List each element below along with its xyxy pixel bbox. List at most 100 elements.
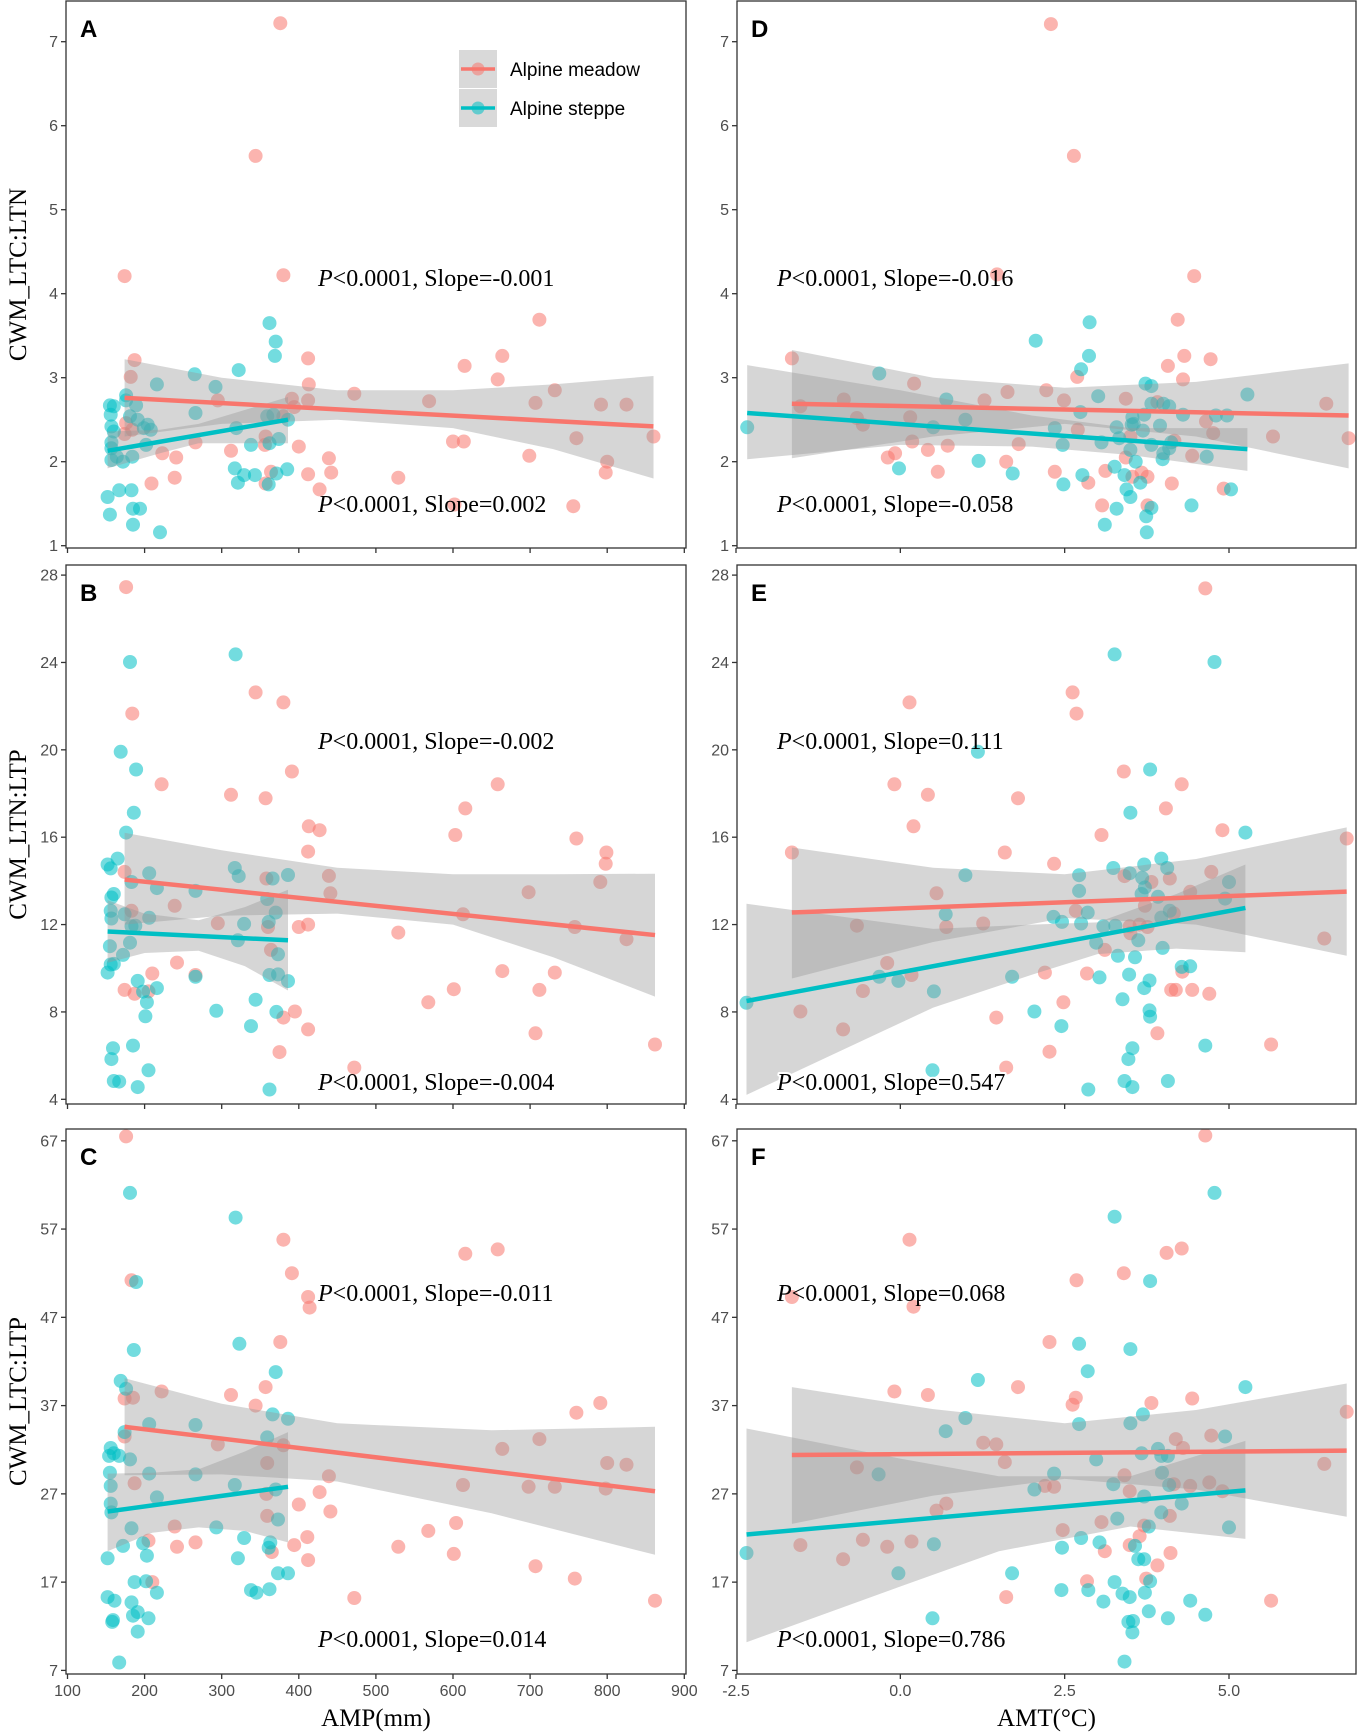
panel-border [736,1128,1357,1675]
data-point [1135,1407,1150,1422]
stats-annotation-steppe: P<0.0001, Slope=0.002 [317,492,546,518]
data-point [276,1232,291,1247]
plot-background [737,1129,1356,1674]
data-point [1137,898,1152,913]
data-point [127,1476,142,1491]
data-point [1117,1468,1132,1483]
legend-dot-steppe [471,101,485,115]
data-point [1125,1080,1140,1095]
data-point [244,1019,258,1034]
points-meadow [117,580,662,1075]
data-point [1095,498,1110,513]
data-point [598,856,613,871]
data-point [1155,1465,1169,1480]
x-tick-label: 500 [363,1683,390,1700]
data-point [231,363,246,378]
data-point [1137,1552,1152,1567]
data-point [1339,831,1354,846]
data-point [872,366,887,381]
data-point [1089,935,1104,950]
data-point [1042,1335,1057,1349]
data-point [1106,861,1121,875]
data-point [1094,828,1109,842]
data-point [268,334,283,349]
data-point [989,1437,1004,1452]
data-point [855,984,870,998]
data-point [1122,1590,1137,1605]
data-point [224,443,238,458]
y-tick-label: 4 [49,1092,58,1109]
data-point [117,269,132,284]
regression-line-meadow [791,401,1349,418]
data-point [1072,883,1087,898]
confidence-band-meadow [124,832,656,997]
data-point [593,1396,608,1410]
data-point [1238,1380,1253,1395]
data-point [929,1503,944,1518]
data-point [1317,931,1332,946]
data-point [130,1624,145,1639]
plot-background [737,565,1356,1104]
data-point [1123,490,1138,504]
data-point [1150,1558,1165,1573]
data-point [938,1424,953,1439]
data-point [123,369,138,384]
data-point [1141,1519,1156,1534]
data-point [125,706,140,721]
data-point [262,1082,277,1097]
data-point [547,1479,562,1494]
regression-line-meadow [124,395,654,429]
data-point [1185,1391,1200,1406]
data-point [301,377,316,392]
data-point [126,1038,140,1053]
data-point [119,1381,134,1396]
data-point [448,828,463,842]
data-point [920,1388,935,1402]
data-point [291,439,306,454]
y-tick-label: 28 [40,568,58,585]
data-point [1143,1274,1158,1289]
regression-line-meadow [791,1448,1347,1458]
points-steppe [740,315,1255,540]
data-point [1183,959,1198,974]
data-point [391,470,406,485]
data-point [136,421,151,436]
data-point [1054,1583,1069,1598]
data-point [1110,1511,1125,1526]
data-point [1096,1594,1111,1609]
data-point [261,477,276,492]
x-tick-label: 600 [440,1683,467,1700]
data-point [100,490,115,504]
data-point [1128,454,1143,469]
data-point [110,851,125,866]
data-point [247,468,262,483]
points-steppe [739,1185,1253,1669]
data-point [321,1469,336,1484]
data-point [1266,429,1280,444]
data-point [1170,312,1185,327]
data-point [887,1384,902,1399]
regression-line-steppe [746,905,1246,1004]
data-point [1155,940,1170,955]
x-tick-label: 200 [131,1683,158,1700]
data-point [1094,1515,1109,1530]
data-point [532,982,547,997]
data-point [1065,1397,1080,1412]
data-point [598,465,613,480]
y-axis-title: CWM_LTC:LTP [5,1317,32,1486]
data-point [347,386,362,401]
data-point [567,1571,582,1586]
regression-line-steppe [107,1484,289,1514]
data-point [1174,777,1189,792]
data-point [117,864,132,879]
data-point [149,1490,164,1505]
data-point [105,1614,120,1629]
data-point [260,1430,275,1445]
data-point [920,442,935,457]
data-point [102,939,117,954]
y-tick-label: 6 [49,118,58,135]
y-tick-label: 27 [40,1486,58,1503]
data-point [976,916,991,931]
confidence-band-steppe [107,889,288,991]
data-point [999,1590,1014,1605]
